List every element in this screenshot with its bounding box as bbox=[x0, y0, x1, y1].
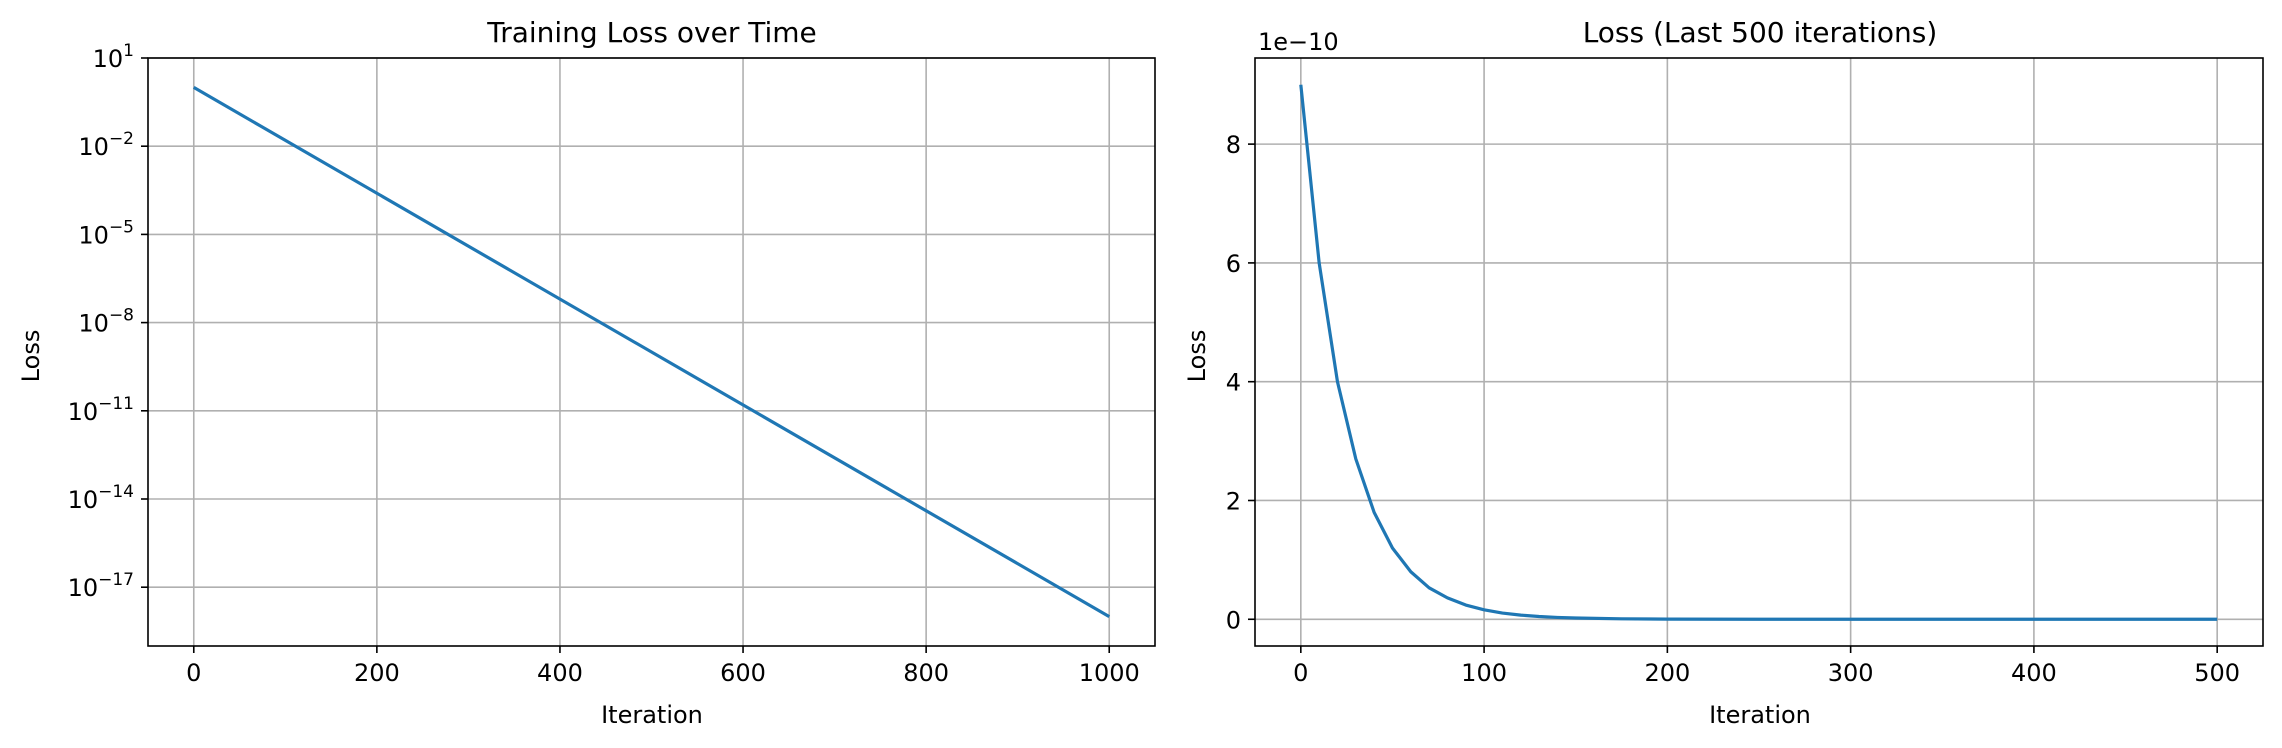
x-tick-label: 200 bbox=[1644, 659, 1690, 687]
series-line bbox=[192, 86, 1111, 618]
chart-title: Training Loss over Time bbox=[486, 16, 817, 49]
x-tick-label: 200 bbox=[354, 659, 400, 687]
y-axis-label: Loss bbox=[17, 330, 45, 383]
x-axis-label: Iteration bbox=[1709, 701, 1811, 729]
y-tick-label: 10−2 bbox=[78, 129, 134, 161]
grid bbox=[1255, 58, 2263, 646]
y-tick-label: 0 bbox=[1226, 606, 1241, 634]
y-axis-label: Loss bbox=[1183, 330, 1211, 383]
series-layer bbox=[192, 86, 1111, 618]
plot-frame bbox=[1254, 57, 2264, 647]
x-tick-label: 500 bbox=[2194, 659, 2240, 687]
x-tick-label: 100 bbox=[1461, 659, 1507, 687]
chart-loss-last-500: Loss (Last 500 iterations) Iteration Los… bbox=[1183, 16, 2264, 729]
x-tick-label: 1000 bbox=[1079, 659, 1140, 687]
grid bbox=[148, 57, 1155, 646]
y-tick-label: 10−5 bbox=[78, 217, 134, 249]
x-tick-label: 0 bbox=[1293, 659, 1308, 687]
x-tick-label: 0 bbox=[186, 659, 201, 687]
ticks: 0 200 400 600 800 1000 101 10−2 10−5 10−8 10−11 10−… bbox=[68, 41, 1140, 687]
chart-title: Loss (Last 500 iterations) bbox=[1583, 16, 1938, 49]
y-tick-label: 10−17 bbox=[68, 570, 134, 602]
y-tick-label: 10−14 bbox=[68, 482, 134, 514]
y-offset-label: 1e−10 bbox=[1258, 28, 1339, 56]
chart-training-loss: Training Loss over Time Iteration Loss 0… bbox=[17, 16, 1156, 729]
x-tick-label: 400 bbox=[537, 659, 583, 687]
ticks: 0 100 200 300 400 500 0 2 4 6 8 bbox=[1226, 131, 2240, 687]
series-line bbox=[1299, 84, 2218, 621]
plot-frame bbox=[147, 57, 1156, 647]
y-tick-label: 101 bbox=[93, 41, 134, 73]
y-tick-label: 4 bbox=[1226, 369, 1241, 397]
x-tick-label: 400 bbox=[2011, 659, 2057, 687]
x-axis-label: Iteration bbox=[601, 701, 703, 729]
x-tick-label: 600 bbox=[720, 659, 766, 687]
y-tick-label: 6 bbox=[1226, 250, 1241, 278]
series-layer bbox=[1299, 84, 2218, 621]
y-tick-label: 8 bbox=[1226, 131, 1241, 159]
x-tick-label: 300 bbox=[1828, 659, 1874, 687]
y-tick-label: 10−11 bbox=[68, 394, 134, 426]
y-tick-label: 10−8 bbox=[78, 306, 134, 338]
x-tick-label: 800 bbox=[903, 659, 949, 687]
y-tick-label: 2 bbox=[1226, 487, 1241, 515]
